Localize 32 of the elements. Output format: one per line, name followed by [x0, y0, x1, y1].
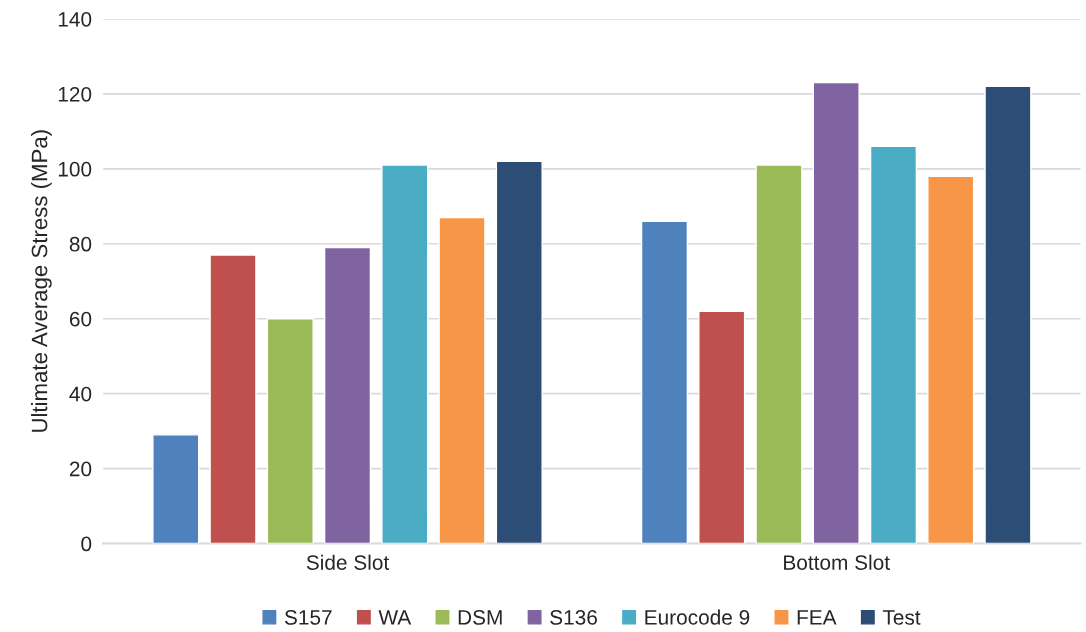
bar: [984, 85, 1032, 544]
y-tick-label: 60: [69, 311, 92, 327]
y-tick-label: 80: [69, 236, 92, 252]
bar: [266, 318, 314, 544]
bar: [869, 145, 918, 544]
y-tick-label: 0: [81, 536, 92, 552]
y-tick-label: 20: [69, 461, 92, 477]
bar: [209, 254, 257, 544]
legend-label: S157: [284, 610, 332, 625]
bar: [381, 164, 429, 544]
y-tick-label: 100: [58, 161, 92, 177]
y-axis-title: Ultimate Average Stress (MPa): [31, 130, 52, 432]
y-tick-label: 140: [58, 11, 92, 27]
y-tick-label: 40: [69, 386, 92, 402]
bar: [323, 246, 372, 544]
legend-label: Eurocode 9: [645, 609, 750, 625]
bar: [152, 434, 200, 544]
legend-label: S136: [550, 610, 597, 625]
bar: [438, 216, 486, 544]
bar: [495, 160, 543, 544]
bar: [698, 310, 746, 544]
legend-label: FEA: [797, 610, 837, 625]
legend-label: DSM: [458, 610, 502, 625]
legend-label: WA: [378, 610, 412, 625]
bar: [927, 175, 975, 544]
bar: [640, 220, 689, 544]
bar: [812, 81, 860, 544]
legend-label: Test: [882, 610, 921, 625]
bar: [755, 164, 803, 544]
y-tick-label: 120: [58, 86, 92, 102]
x-tick-label: Side Slot: [306, 554, 390, 570]
x-tick-label: Bottom Slot: [784, 554, 890, 570]
